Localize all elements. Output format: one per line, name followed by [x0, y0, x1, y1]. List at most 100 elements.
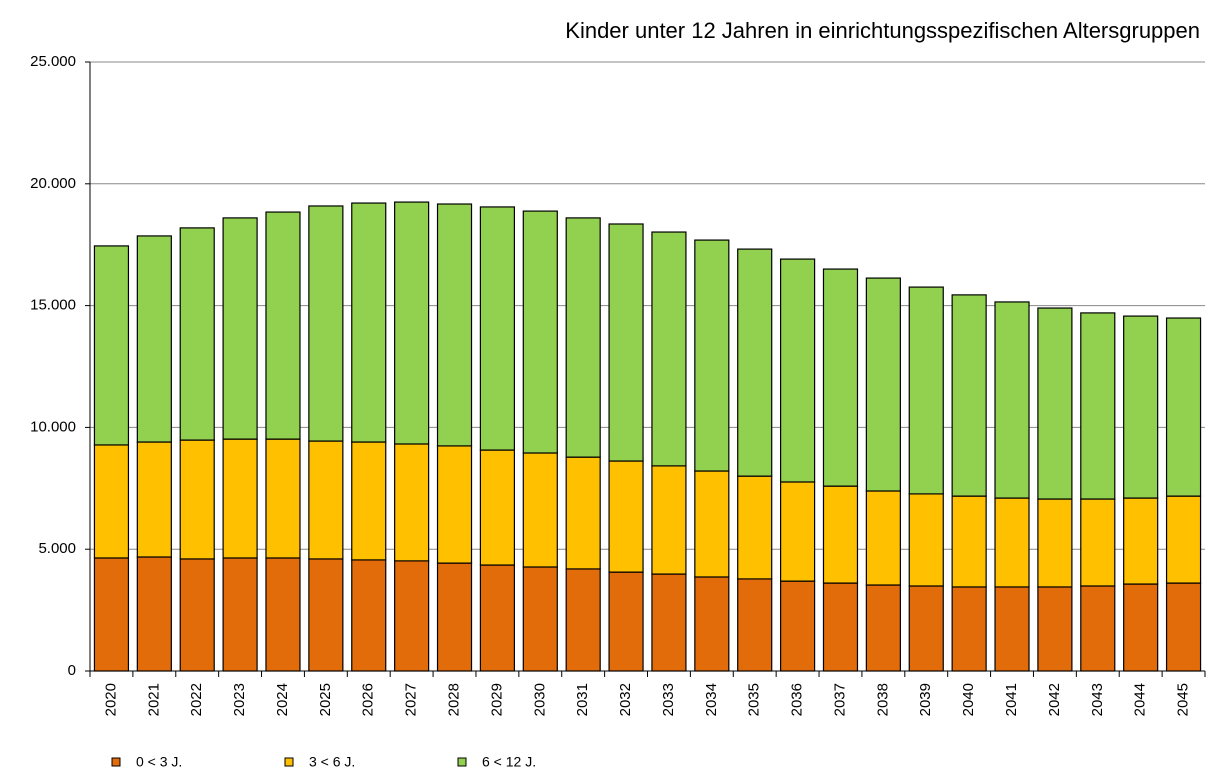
bar-segment — [222, 438, 258, 559]
bar-segment — [308, 440, 344, 560]
legend-label: 6 < 12 J. — [482, 754, 536, 770]
bar-segment — [93, 557, 130, 672]
bar-segment — [93, 444, 130, 559]
x-tick-label: 2027 — [403, 683, 420, 716]
legend-swatch — [457, 757, 467, 767]
bar-segment — [737, 248, 773, 477]
bar-segment — [1037, 498, 1073, 588]
legend-swatch — [284, 757, 294, 767]
bar-segment — [565, 456, 601, 570]
x-tick-label: 2020 — [102, 683, 119, 716]
x-tick-label: 2032 — [617, 683, 634, 716]
x-tick-label: 2035 — [746, 683, 763, 716]
bar-segment — [908, 286, 944, 495]
bar-segment — [308, 205, 344, 442]
bar-segment — [394, 443, 430, 562]
x-tick-label: 2036 — [789, 683, 806, 716]
bar-segment — [136, 235, 172, 443]
bar-segment — [1123, 315, 1159, 499]
bar-segment — [179, 227, 215, 441]
bar-segment — [608, 460, 644, 573]
bar-segment — [222, 217, 258, 440]
bar-segment — [694, 576, 730, 672]
bar-segment — [265, 557, 301, 672]
bar-segment — [822, 268, 859, 487]
bar-segment — [1123, 497, 1159, 585]
bar-segment — [1165, 495, 1202, 584]
bar-segment — [865, 584, 901, 672]
x-tick-label: 2029 — [488, 683, 505, 716]
bar-segment — [608, 571, 644, 672]
bar-segment — [1037, 586, 1073, 672]
bar-segment — [522, 452, 558, 568]
bar-segment — [179, 558, 215, 672]
bar-segment — [522, 566, 558, 672]
y-tick-label: 25.000 — [30, 53, 76, 70]
x-tick-label: 2023 — [231, 683, 248, 716]
bar-segment — [179, 439, 215, 560]
bar-segment — [651, 573, 687, 672]
y-tick-label: 0 — [68, 662, 76, 679]
bar-segment — [351, 202, 387, 443]
y-tick-label: 15.000 — [30, 297, 76, 314]
bar-segment — [522, 210, 558, 454]
bar-segment — [1165, 317, 1202, 497]
bar-segment — [779, 580, 816, 672]
bar-segment — [308, 558, 344, 672]
legend-label: 3 < 6 J. — [309, 754, 355, 770]
bar-segment — [1123, 583, 1159, 672]
bar-segment — [351, 559, 387, 672]
x-tick-label: 2045 — [1175, 683, 1192, 716]
bar-segment — [265, 438, 301, 559]
bar-segment — [436, 445, 473, 564]
bar-segment — [265, 211, 301, 440]
bar-segment — [694, 470, 730, 578]
bar-segment — [994, 497, 1030, 588]
x-tick-label: 2031 — [574, 683, 591, 716]
bar-segment — [694, 239, 730, 472]
x-tick-label: 2033 — [660, 683, 677, 716]
bar-segment — [651, 231, 687, 467]
bar-segment — [1037, 307, 1073, 500]
bar-segment — [994, 301, 1030, 499]
bar-segment — [865, 277, 901, 492]
bar-segment — [136, 556, 172, 672]
bar-segment — [822, 582, 859, 672]
legend-label: 0 < 3 J. — [136, 754, 182, 770]
bar-segment — [436, 562, 473, 672]
bar-segment — [394, 201, 430, 445]
x-tick-label: 2039 — [917, 683, 934, 716]
bar-segment — [1080, 498, 1116, 587]
x-tick-label: 2041 — [1003, 683, 1020, 716]
x-tick-label: 2026 — [360, 683, 377, 716]
bar-segment — [565, 568, 601, 672]
y-tick-label: 10.000 — [30, 418, 76, 435]
bar-segment — [908, 585, 944, 672]
x-tick-label: 2025 — [317, 683, 334, 716]
x-tick-label: 2024 — [274, 683, 291, 716]
bar-segment — [651, 465, 687, 575]
bar-segment — [779, 258, 816, 483]
x-tick-label: 2042 — [1046, 683, 1063, 716]
bar-segment — [951, 495, 987, 588]
bar-segment — [1080, 312, 1116, 500]
bar-segment — [222, 557, 258, 672]
bar-segment — [565, 217, 601, 458]
bar-segment — [436, 203, 473, 447]
bar-segment — [737, 578, 773, 672]
legend-swatch — [111, 757, 121, 767]
bar-segment — [951, 586, 987, 672]
x-tick-label: 2040 — [960, 683, 977, 716]
bar-segment — [608, 223, 644, 462]
x-tick-label: 2030 — [531, 683, 548, 716]
x-tick-label: 2021 — [145, 683, 162, 716]
bar-segment — [822, 485, 859, 584]
x-tick-label: 2028 — [445, 683, 462, 716]
bar-segment — [479, 564, 516, 672]
bar-segment — [394, 560, 430, 672]
x-tick-label: 2022 — [188, 683, 205, 716]
y-tick-label: 20.000 — [30, 175, 76, 192]
y-tick-label: 5.000 — [38, 540, 76, 557]
bar-segment — [1080, 585, 1116, 672]
